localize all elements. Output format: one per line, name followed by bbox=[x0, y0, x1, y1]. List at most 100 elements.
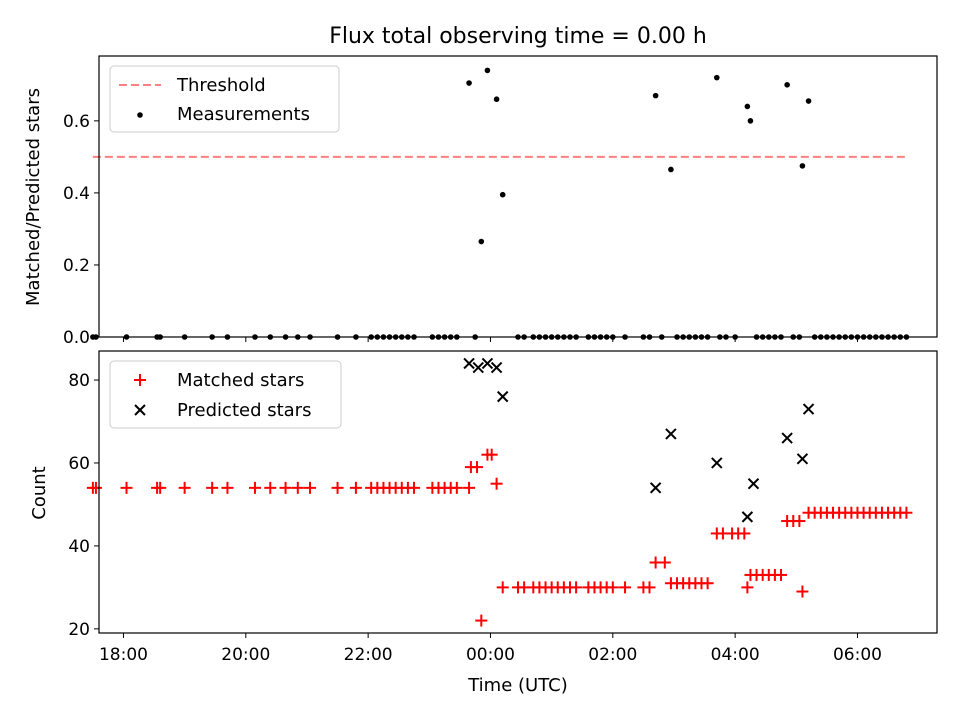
bottom-xtick-label: 20:00 bbox=[221, 645, 270, 665]
legend-measurements-swatch bbox=[137, 112, 143, 118]
chart-title: Flux total observing time = 0.00 h bbox=[329, 24, 707, 49]
bottom-xtick-label: 06:00 bbox=[833, 645, 882, 665]
matched-star-point bbox=[485, 448, 498, 461]
matched-star-point bbox=[643, 581, 656, 594]
matched-star-point bbox=[775, 568, 788, 581]
matched-star-point bbox=[89, 481, 102, 494]
predicted-star-point bbox=[802, 403, 815, 415]
bottom-ytick-label: 40 bbox=[68, 537, 90, 557]
matched-star-point bbox=[154, 481, 167, 494]
legend-predicted-swatch bbox=[134, 404, 146, 416]
bottom-panel: 20 40 60 80 18:00 20:00 22:00 00:00 02:00 04:00 0… bbox=[29, 350, 938, 696]
legend-measurements-label: Measurements bbox=[177, 104, 310, 125]
predicted-star-point bbox=[711, 457, 723, 469]
matched-star-point bbox=[304, 481, 317, 494]
top-ytick-label: 0.0 bbox=[63, 328, 90, 348]
top-measurements-layer bbox=[90, 67, 910, 340]
measurement-point bbox=[713, 74, 720, 81]
top-plot-frame bbox=[98, 55, 938, 338]
bottom-plot-frame bbox=[98, 350, 938, 634]
matched-star-point bbox=[619, 581, 632, 594]
top-x-axis bbox=[122, 337, 858, 342]
matched-star-point bbox=[741, 581, 754, 594]
measurement-point bbox=[484, 67, 491, 74]
matched-star-point bbox=[349, 481, 362, 494]
bottom-predicted-layer bbox=[463, 357, 815, 523]
top-ytick-label: 0.4 bbox=[63, 184, 90, 204]
predicted-star-point bbox=[490, 361, 503, 374]
matched-star-point bbox=[475, 614, 488, 627]
matched-star-point bbox=[658, 556, 671, 569]
bottom-xtick-label: 02:00 bbox=[588, 645, 637, 665]
bottom-xtick-label: 04:00 bbox=[711, 645, 760, 665]
matched-star-point bbox=[701, 577, 714, 590]
matched-star-point bbox=[178, 481, 191, 494]
predicted-star-point bbox=[463, 357, 475, 370]
bottom-y-axis-label: Count bbox=[29, 466, 50, 519]
top-legend-box bbox=[109, 65, 340, 133]
bottom-x-axis: 18:00 20:00 22:00 00:00 02:00 04:00 06:00 bbox=[99, 633, 882, 665]
matched-star-point bbox=[279, 481, 292, 494]
measurement-point bbox=[652, 92, 659, 99]
matched-star-point bbox=[120, 481, 133, 494]
matched-star-point bbox=[570, 581, 583, 594]
bottom-ytick-label: 80 bbox=[68, 371, 90, 391]
legend-matched-label: Matched stars bbox=[177, 370, 304, 391]
measurement-point bbox=[499, 191, 506, 198]
matched-star-point bbox=[291, 481, 304, 494]
predicted-star-point bbox=[649, 482, 662, 494]
measurement-point bbox=[799, 163, 806, 169]
matched-star-point bbox=[206, 481, 219, 494]
matched-star-point bbox=[796, 585, 809, 598]
matched-star-point bbox=[331, 481, 344, 494]
bottom-matched-layer bbox=[86, 448, 913, 627]
predicted-star-point bbox=[781, 432, 793, 444]
matched-star-point bbox=[496, 581, 509, 594]
top-y-axis: 0.0 0.2 0.4 0.6 bbox=[63, 112, 99, 348]
matched-star-point bbox=[490, 477, 503, 490]
matched-star-point bbox=[793, 515, 806, 528]
measurement-point bbox=[747, 118, 754, 124]
predicted-star-point bbox=[796, 453, 809, 465]
predicted-star-point bbox=[747, 477, 760, 490]
bottom-y-axis: 20 40 60 80 bbox=[68, 371, 99, 640]
bottom-legend-box bbox=[109, 360, 342, 429]
top-y-axis-label: Matched/Predicted stars bbox=[23, 88, 44, 306]
predicted-star-point bbox=[665, 428, 677, 440]
measurement-point bbox=[466, 80, 472, 86]
top-ytick-label: 0.2 bbox=[63, 256, 90, 276]
measurement-point bbox=[668, 166, 674, 173]
matched-star-point bbox=[606, 581, 619, 594]
predicted-star-point bbox=[481, 357, 494, 370]
bottom-ytick-label: 60 bbox=[68, 454, 90, 474]
bottom-xtick-label: 00:00 bbox=[466, 645, 515, 665]
legend-matched-swatch bbox=[134, 374, 146, 386]
bottom-xtick-label: 22:00 bbox=[344, 645, 393, 665]
matched-star-point bbox=[221, 481, 234, 494]
predicted-star-point bbox=[497, 390, 509, 403]
matched-star-point bbox=[264, 481, 277, 494]
measurement-point bbox=[805, 98, 812, 104]
legend-threshold-label: Threshold bbox=[176, 75, 266, 96]
matched-star-point bbox=[463, 481, 476, 494]
measurement-point bbox=[493, 96, 500, 103]
matched-star-point bbox=[900, 506, 913, 519]
legend-predicted-label: Predicted stars bbox=[177, 400, 311, 421]
matched-star-point bbox=[471, 461, 484, 474]
measurement-point bbox=[784, 82, 790, 88]
measurement-point bbox=[478, 238, 485, 245]
bottom-ytick-label: 20 bbox=[68, 620, 90, 640]
matched-star-point bbox=[408, 481, 421, 494]
predicted-star-point bbox=[472, 361, 484, 374]
measurement-point bbox=[744, 103, 751, 110]
top-legend: Threshold Measurements bbox=[109, 65, 340, 133]
predicted-star-point bbox=[741, 511, 754, 523]
matched-star-point bbox=[450, 481, 463, 494]
matched-star-point bbox=[248, 481, 261, 494]
top-ytick-label: 0.6 bbox=[63, 112, 90, 132]
bottom-x-axis-label: Time (UTC) bbox=[467, 675, 568, 696]
matched-star-point bbox=[738, 527, 751, 540]
top-panel: 0.0 0.2 0.4 0.6 Matched/Predicted stars Thr… bbox=[23, 55, 938, 348]
bottom-xtick-label: 18:00 bbox=[99, 645, 148, 665]
